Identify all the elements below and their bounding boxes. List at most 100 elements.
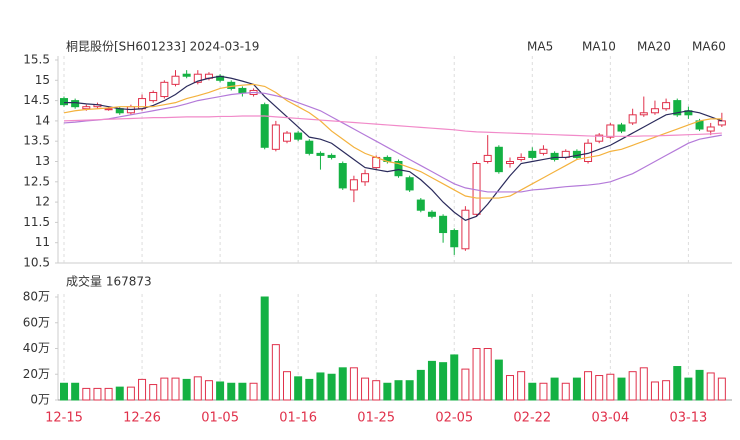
candle-body [639, 112, 648, 116]
volume-bar [126, 386, 135, 401]
y-tick-label: 0万 [30, 393, 50, 407]
volume-bar [294, 376, 303, 401]
candle-body [506, 161, 514, 165]
candle-body [405, 177, 414, 191]
candle-body [706, 126, 715, 132]
volume-bar [338, 367, 347, 401]
candle-body [171, 75, 180, 85]
candle-body [617, 124, 626, 132]
volume-bar [717, 377, 726, 401]
candle-body [305, 140, 314, 154]
volume-bar [383, 382, 392, 401]
candle-body [662, 102, 671, 110]
volume-bar [316, 372, 325, 401]
y-tick-label: 13 [35, 154, 50, 168]
candle-body [238, 87, 247, 93]
legend-label: MA60 [692, 40, 726, 54]
volume-bar [216, 381, 225, 401]
volume-bar [71, 382, 80, 401]
candle-body [550, 152, 559, 160]
volume-bar [305, 378, 314, 401]
x-tick-label: 12-26 [123, 411, 161, 426]
volume-bar [461, 368, 470, 401]
volume-bar [104, 387, 113, 401]
ma-line [63, 83, 722, 199]
y-tick-label: 10.5 [23, 256, 50, 270]
volume-bar [182, 378, 191, 401]
ma-line [63, 91, 722, 193]
candle-body [595, 134, 604, 142]
volume-bar [506, 375, 514, 401]
volume-bar [160, 377, 169, 401]
y-tick-label: 12 [35, 195, 50, 209]
y-tick-label: 13.5 [23, 134, 50, 148]
volume-bar [405, 380, 414, 401]
candle-body [427, 211, 436, 217]
candle-body [528, 150, 537, 158]
volume-bar [639, 367, 648, 401]
candle-body [327, 154, 336, 158]
volume-bar [361, 377, 370, 401]
volume-bar [416, 369, 425, 401]
legend-label: MA20 [637, 40, 671, 54]
y-tick-label: 11.5 [23, 215, 50, 229]
candle-body [494, 146, 503, 173]
volume-bar [349, 367, 358, 401]
volume-bar [149, 384, 158, 401]
volume-bar [572, 377, 581, 401]
volume-bar [472, 348, 481, 401]
y-tick-label: 11 [35, 235, 50, 249]
volume-bar [517, 371, 526, 401]
candle-body [394, 161, 403, 177]
volume-bar [617, 377, 626, 401]
volume-bar [673, 366, 682, 401]
volume-bar [138, 378, 147, 401]
candle-body [416, 199, 425, 211]
volume-bar [550, 377, 559, 401]
volume-bar [283, 371, 291, 401]
volume-bar [204, 380, 213, 401]
ma-line [64, 75, 723, 222]
candle-body [650, 108, 659, 114]
volume-bar [662, 380, 671, 401]
volume-bar [115, 386, 124, 401]
y-tick-label: 60万 [23, 315, 50, 329]
y-tick-label: 15.5 [23, 53, 50, 67]
candle-body [539, 148, 548, 154]
candle-body [149, 91, 158, 102]
chart-title: 桐昆股份[SH601233] 2024-03-19 [66, 40, 259, 54]
x-tick-label: 01-25 [357, 411, 395, 426]
x-tick-label: 02-05 [435, 411, 473, 426]
candle-body [71, 100, 80, 108]
candle-body [361, 173, 370, 183]
candle-body [461, 209, 470, 250]
volume-bar [494, 359, 503, 401]
candle-body [483, 154, 492, 163]
volume-bar [528, 382, 537, 401]
candle-body [271, 124, 280, 150]
volume-bar [227, 382, 236, 401]
x-tick-label: 02-22 [513, 411, 551, 426]
y-tick-label: 20万 [23, 367, 50, 381]
x-tick-label: 03-13 [670, 411, 708, 426]
candle-body [717, 120, 726, 126]
candle-body [160, 81, 169, 98]
volume-bar [82, 387, 91, 401]
legend-label: MA10 [582, 40, 616, 54]
x-tick-label: 01-05 [201, 411, 239, 426]
candle-body [628, 114, 637, 124]
volume-bar [695, 369, 704, 401]
volume-bar [327, 373, 336, 401]
volume-bar [260, 296, 269, 401]
y-tick-label: 14.5 [23, 93, 50, 107]
volume-bar [561, 382, 570, 401]
candle-body [349, 179, 358, 191]
volume-bar [93, 387, 102, 401]
volume-bar [394, 380, 403, 401]
volume-bar [372, 380, 381, 401]
volume-bar [60, 382, 68, 401]
x-tick-label: 03-04 [591, 411, 629, 426]
volume-title: 成交量 167873 [66, 274, 152, 289]
candle-body [82, 106, 91, 110]
